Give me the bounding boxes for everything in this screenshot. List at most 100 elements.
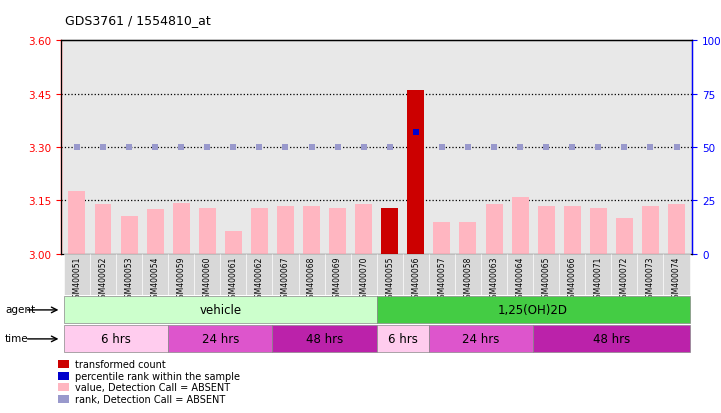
Point [488, 144, 500, 151]
Text: GSM400062: GSM400062 [255, 256, 264, 302]
Bar [611, 254, 637, 295]
Bar [90, 254, 116, 295]
Bar [273, 254, 298, 295]
Point [280, 144, 291, 151]
Point [123, 144, 135, 151]
Bar [481, 254, 507, 295]
Bar [538, 207, 554, 254]
Bar [221, 254, 247, 295]
Text: GSM400071: GSM400071 [594, 256, 603, 302]
Bar [355, 204, 372, 254]
Bar [429, 325, 533, 353]
Bar [225, 231, 242, 254]
Text: time: time [5, 333, 29, 343]
Text: GSM400053: GSM400053 [125, 256, 133, 302]
Bar [512, 197, 528, 254]
Text: rank, Detection Call = ABSENT: rank, Detection Call = ABSENT [75, 394, 225, 404]
Point [201, 144, 213, 151]
Point [436, 144, 448, 151]
Point [149, 144, 161, 151]
Text: GSM400057: GSM400057 [438, 256, 446, 302]
Text: GSM400058: GSM400058 [464, 256, 472, 302]
Point [358, 144, 369, 151]
Bar [585, 254, 611, 295]
Point [306, 144, 317, 151]
Bar [194, 254, 221, 295]
Text: GSM400074: GSM400074 [672, 256, 681, 302]
Text: GSM400067: GSM400067 [281, 256, 290, 302]
Bar [251, 209, 268, 254]
Bar [168, 325, 273, 353]
Point [254, 144, 265, 151]
Text: GSM400060: GSM400060 [203, 256, 212, 302]
Bar [273, 325, 376, 353]
Text: GSM400061: GSM400061 [229, 256, 238, 302]
Text: transformed count: transformed count [75, 359, 166, 369]
Bar [146, 210, 164, 254]
Text: GSM400068: GSM400068 [307, 256, 316, 302]
Bar [64, 297, 376, 324]
Text: GSM400065: GSM400065 [541, 256, 551, 302]
Text: GSM400055: GSM400055 [385, 256, 394, 302]
Text: GSM400072: GSM400072 [620, 256, 629, 302]
Text: value, Detection Call = ABSENT: value, Detection Call = ABSENT [75, 382, 230, 392]
Bar [642, 207, 659, 254]
Bar [407, 91, 424, 254]
Bar [303, 207, 320, 254]
Bar [376, 254, 403, 295]
Bar [559, 254, 585, 295]
Bar [329, 209, 346, 254]
Text: agent: agent [5, 304, 35, 314]
Bar [350, 254, 376, 295]
Bar [590, 209, 607, 254]
Point [462, 144, 474, 151]
Point [671, 144, 682, 151]
Bar [64, 254, 90, 295]
Text: 6 hrs: 6 hrs [388, 332, 417, 346]
Bar [168, 254, 194, 295]
Bar [663, 254, 689, 295]
Text: GSM400056: GSM400056 [411, 256, 420, 302]
Text: 6 hrs: 6 hrs [101, 332, 131, 346]
Bar [64, 325, 168, 353]
Text: GSM400066: GSM400066 [567, 256, 577, 302]
Bar [433, 222, 451, 254]
Text: 1,25(OH)2D: 1,25(OH)2D [498, 304, 568, 317]
Bar [637, 254, 663, 295]
Bar [564, 207, 580, 254]
Bar [668, 204, 685, 254]
Text: GSM400054: GSM400054 [151, 256, 159, 302]
Bar [376, 297, 689, 324]
Point [97, 144, 109, 151]
Bar [199, 209, 216, 254]
Bar [68, 192, 85, 254]
Point [593, 144, 604, 151]
Text: GSM400063: GSM400063 [490, 256, 498, 302]
Point [175, 144, 187, 151]
Point [410, 129, 422, 136]
Bar [485, 204, 503, 254]
Bar [116, 254, 142, 295]
Point [514, 144, 526, 151]
Text: GSM400073: GSM400073 [646, 256, 655, 302]
Text: GSM400064: GSM400064 [516, 256, 525, 302]
Text: 24 hrs: 24 hrs [202, 332, 239, 346]
Text: GSM400051: GSM400051 [72, 256, 81, 302]
Point [384, 144, 396, 151]
Text: GSM400052: GSM400052 [99, 256, 107, 302]
Text: GSM400059: GSM400059 [177, 256, 186, 302]
Bar [376, 325, 429, 353]
Bar [455, 254, 481, 295]
Bar [298, 254, 324, 295]
Bar [507, 254, 533, 295]
Text: 48 hrs: 48 hrs [306, 332, 343, 346]
Bar [533, 254, 559, 295]
Bar [381, 209, 398, 254]
Text: vehicle: vehicle [199, 304, 242, 317]
Text: 24 hrs: 24 hrs [462, 332, 500, 346]
Bar [120, 217, 138, 254]
Text: GDS3761 / 1554810_at: GDS3761 / 1554810_at [65, 14, 211, 27]
Bar [533, 325, 689, 353]
Text: GSM400069: GSM400069 [333, 256, 342, 302]
Bar [247, 254, 273, 295]
